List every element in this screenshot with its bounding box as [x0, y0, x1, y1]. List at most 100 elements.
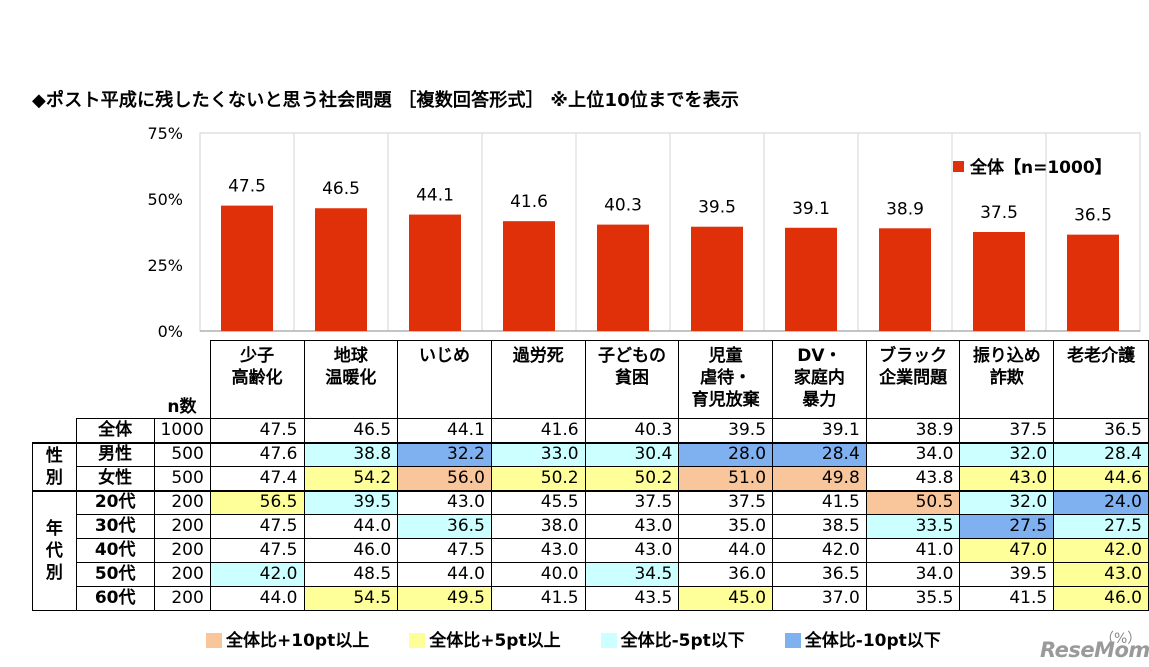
table-cell: 36.5 — [772, 562, 867, 587]
row-n: 1000 — [153, 418, 211, 443]
row-label: 40代 — [75, 538, 155, 563]
highlight-label: 全体比-10pt以下 — [804, 631, 941, 651]
category-label: いじめ — [397, 340, 492, 419]
table-cell: 32.0 — [959, 441, 1055, 467]
table-cell: 41.6 — [490, 418, 586, 443]
table-header-row: n数 少子 高齢化 地球 温暖化 いじめ 過労死 子どもの 貧困 児童 虐待・ 育児放棄 DV・ 家庭内暴… — [33, 340, 1149, 419]
table-cell: 35.5 — [865, 586, 961, 611]
y-tick-label: 0% — [158, 322, 183, 340]
table-cell: 38.5 — [772, 514, 867, 539]
group-label: 年代別 — [32, 489, 77, 611]
table-row: 40代 200 47.5 46.0 47.5 43.0 43.0 44.0 42.0 41.0 47… — [33, 538, 1149, 563]
table-cell: 38.9 — [865, 418, 961, 443]
table-cell: 44.0 — [397, 562, 492, 587]
highlight-legend-item: 全体比+5pt以上 — [409, 626, 561, 651]
bar-value-label: 40.3 — [604, 196, 642, 216]
group-label: 性別 — [32, 441, 77, 491]
table-row: 年代別 20代 200 56.5 39.5 43.0 45.5 37.5 37.5 41.5 50.… — [32, 489, 1149, 611]
bar-value-label: 37.5 — [980, 203, 1018, 223]
table-cell: 34.5 — [584, 562, 680, 587]
highlight-label: 全体比+5pt以上 — [429, 631, 561, 651]
bar-value-label: 47.5 — [228, 177, 266, 197]
table-cell: 38.8 — [303, 441, 399, 467]
table-cell: 42.0 — [1053, 538, 1149, 563]
table-cell: 37.5 — [959, 418, 1055, 443]
bar-value-label: 36.5 — [1074, 206, 1112, 226]
table-cell: 51.0 — [678, 466, 774, 491]
table-cell: 37.0 — [772, 586, 867, 611]
table-cell: 56.0 — [397, 466, 492, 491]
table-cell: 46.0 — [1053, 586, 1149, 611]
table-cell: 44.0 — [678, 538, 774, 563]
table-cell: 54.5 — [303, 586, 399, 611]
row-n: 200 — [153, 538, 211, 563]
category-label: 老老介護 — [1053, 340, 1149, 419]
table-cell: 41.0 — [865, 538, 961, 563]
table-row: 性別男性 500 47.6 38.8 32.2 33.0 30.4 28.0 28.4 34.0 3… — [32, 441, 1149, 491]
table-cell: 36.5 — [1053, 418, 1149, 443]
table-cell: 47.5 — [209, 538, 305, 563]
table-cell: 32.2 — [397, 441, 492, 467]
row-label: 30代 — [75, 514, 155, 539]
bar — [879, 228, 931, 331]
table-cell: 44.6 — [1053, 466, 1149, 491]
table-cell: 39.1 — [772, 418, 867, 443]
row-label: 60代 — [75, 586, 155, 611]
highlight-swatch — [206, 633, 222, 648]
row-n: 200 — [153, 586, 211, 611]
table-cell: 41.5 — [772, 489, 867, 515]
table-cell: 50.2 — [584, 466, 680, 491]
highlight-swatch — [784, 633, 801, 648]
table-cell: 37.5 — [584, 489, 680, 515]
bar-value-label: 44.1 — [416, 186, 454, 206]
table-cell: 42.0 — [772, 538, 867, 563]
category-label: DV・ 家庭内 暴力 — [772, 340, 867, 419]
highlight-legend-item: 全体比-10pt以下 — [784, 626, 941, 651]
table-cell: 39.5 — [303, 489, 399, 515]
y-tick-label: 25% — [147, 256, 183, 275]
table-cell: 37.5 — [678, 489, 774, 515]
row-label: 女性 — [75, 466, 155, 491]
breakdown-table: n数 少子 高齢化 地球 温暖化 いじめ 過労死 子どもの 貧困 児童 虐待・ 育児放棄 DV・ 家庭内暴… — [32, 340, 1149, 611]
bar-value-label: 46.5 — [322, 179, 360, 199]
table-cell: 43.0 — [584, 514, 680, 539]
table-cell: 34.0 — [865, 562, 961, 587]
table-cell: 50.5 — [865, 489, 961, 515]
bar — [785, 227, 837, 331]
table-cell: 36.0 — [678, 562, 774, 587]
highlight-label: 全体比+10pt以上 — [226, 631, 370, 651]
bar — [221, 205, 273, 331]
category-label: 子どもの 貧困 — [584, 340, 680, 419]
bar-chart: 0% 25% 50% 75% 47.5 46.5 44.1 41.6 40.3 39.5 39.1… — [147, 124, 1141, 340]
y-axis: 0% 25% 50% 75% — [147, 124, 183, 340]
bar — [315, 208, 367, 331]
table-cell: 47.6 — [209, 441, 305, 467]
bar-value-label: 41.6 — [510, 192, 548, 212]
n-header: n数 — [154, 340, 211, 419]
table-cell: 47.5 — [209, 514, 305, 539]
category-label: ブラック 企業問題 — [865, 340, 961, 419]
table-cell: 44.0 — [209, 586, 305, 611]
row-n: 200 — [153, 514, 211, 539]
group-blank — [33, 419, 77, 443]
table-cell: 38.0 — [490, 514, 586, 539]
table-cell: 39.5 — [959, 562, 1055, 587]
row-n: 500 — [153, 466, 211, 491]
table-cell: 49.8 — [772, 466, 867, 491]
bar — [503, 221, 555, 331]
header-blank — [33, 341, 77, 419]
bar — [973, 232, 1025, 331]
table-row: 60代 200 44.0 54.5 49.5 41.5 43.5 45.0 37.0 35.5 41… — [33, 586, 1149, 611]
legend-swatch — [953, 161, 964, 172]
bar — [409, 214, 461, 331]
table-cell: 42.0 — [209, 562, 305, 587]
table-cell: 28.4 — [1053, 441, 1149, 467]
table-cell: 41.5 — [959, 586, 1055, 611]
table-cell: 39.5 — [678, 418, 774, 443]
table-cell: 44.0 — [303, 514, 399, 539]
table-cell: 33.0 — [490, 441, 586, 467]
row-label: 50代 — [75, 562, 155, 587]
bar — [1067, 234, 1119, 331]
bar-series — [221, 205, 1119, 331]
chart-title: ◆ポスト平成に残したくないと思う社会問題 ［複数回答形式］ ※上位10位までを表… — [32, 90, 740, 111]
